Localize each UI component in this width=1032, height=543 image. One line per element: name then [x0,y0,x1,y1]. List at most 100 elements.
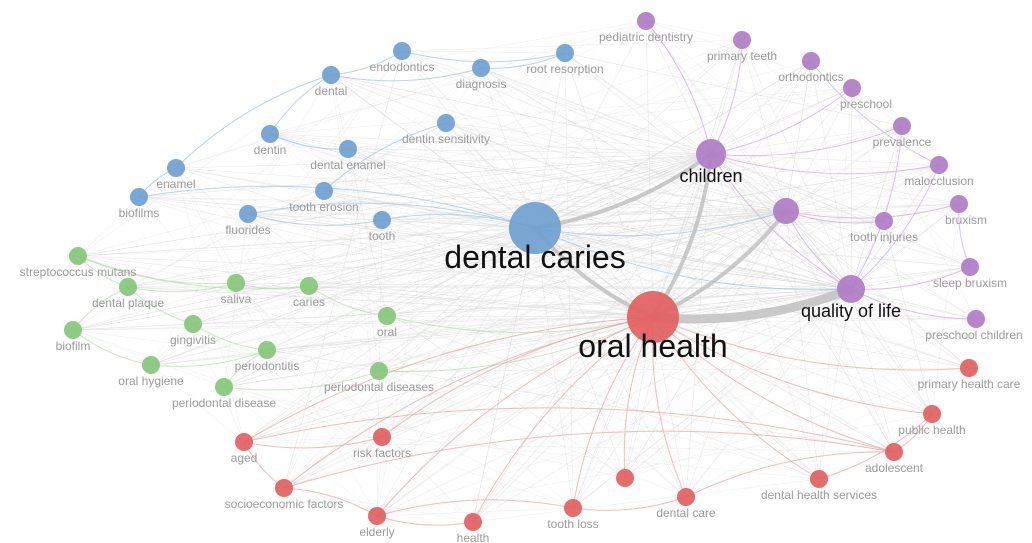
bg-edge [269,87,853,135]
bg-edge [175,153,712,169]
node-dental[interactable] [322,66,340,84]
bg-edge [645,20,712,155]
bg-edge [72,329,380,372]
bg-edge [150,39,743,366]
node-root-resorption[interactable] [556,44,574,62]
bg-edge [785,210,820,480]
label-preschool: preschool [840,97,892,111]
node-dental-caries[interactable] [509,202,561,254]
node-caries[interactable] [300,277,318,295]
node-dental-plaque[interactable] [119,278,137,296]
node-tooth-injuries[interactable] [875,212,893,230]
node-primary-teeth[interactable] [733,31,751,49]
node-saliva[interactable] [227,274,245,292]
edge-orthodontics-malocclusion [810,60,940,166]
bg-edge [381,153,712,221]
bg-edge [741,39,852,290]
node-risk-factors[interactable] [373,428,391,446]
node-tooth[interactable] [373,211,391,229]
node-children[interactable] [696,139,726,169]
label-tooth: tooth [369,229,396,243]
node-periodontal-diseases[interactable] [370,362,388,380]
node-orthodontics[interactable] [802,52,820,70]
node-pediatric-dentistry[interactable] [637,12,655,30]
node-gingivitis[interactable] [184,315,202,333]
bg-edge [243,436,383,443]
node-quality-of-life[interactable] [837,275,865,303]
node-diagnosis[interactable] [472,59,490,77]
bg-edge [472,153,712,523]
edge-quality-of-life-malocclusion [850,164,940,290]
node-fluorides[interactable] [239,205,257,223]
edge-children-preschool [710,87,853,155]
node-dental-health-services[interactable] [810,470,828,488]
bg-edge [652,266,971,318]
bg-edge [127,20,647,288]
node-elderly[interactable] [368,507,386,525]
bg-edge [72,210,787,331]
edge-dental-diagnosis [330,67,482,82]
bg-edge [710,153,960,205]
bg-edge [175,167,378,517]
bg-edge [72,153,712,331]
bg-edge [283,288,852,489]
node-sleep-bruxism[interactable] [961,258,979,276]
label-dental-enamel: dental enamel [310,158,385,172]
node-tooth-loss[interactable] [564,499,582,517]
node-oral[interactable] [378,307,396,325]
bg-edge [235,282,852,290]
node-streptococcus-mutans[interactable] [69,247,87,265]
node-endodontics[interactable] [393,42,411,60]
bg-edge [283,219,383,489]
node-preschool-children[interactable] [967,310,985,328]
edge-adolescent-aged [243,407,895,453]
label-primary-health-care: primary health care [918,377,1021,391]
label-endodontics: endodontics [370,60,435,74]
node-bruxism[interactable] [950,195,968,213]
node-unlabeled-purple[interactable] [773,198,799,224]
node-health[interactable] [464,513,482,531]
node-dental-care[interactable] [677,488,695,506]
node-biofilms[interactable] [130,188,148,206]
node-aged[interactable] [235,433,253,451]
node-dentin[interactable] [261,125,279,143]
label-oral: oral [377,325,397,339]
node-dental-enamel[interactable] [339,140,357,158]
edge-adolescent-dental-care [685,451,895,498]
node-oral-health[interactable] [627,291,679,343]
node-public-health[interactable] [923,405,941,423]
label-risk-factors: risk factors [353,446,411,460]
bg-edge [785,210,895,453]
node-oral-hygiene[interactable] [142,356,160,374]
node-prevalence[interactable] [893,117,911,135]
labels: dental caries oral health children quality … [20,30,1023,543]
bg-edge [376,318,977,517]
bg-edge [480,67,787,212]
bg-edge [818,288,852,480]
bg-edge [127,227,536,288]
bg-edge [785,203,960,212]
node-adolescent[interactable] [885,443,903,461]
node-malocclusion[interactable] [930,156,948,174]
bg-edge [376,288,852,517]
node-dentin-sensitivity[interactable] [437,114,455,132]
bg-edge [624,288,852,479]
bg-edge [534,227,574,509]
bg-edge [235,219,383,284]
label-dental-caries: dental caries [444,239,625,275]
bg-edge [785,210,933,415]
bg-edge [77,60,812,257]
edge-oral-health-adolescent [652,316,895,453]
node-enamel[interactable] [167,159,185,177]
node-socioeconomic-factors[interactable] [275,479,293,497]
node-preschool[interactable] [843,79,861,97]
bg-edge [710,125,903,155]
node-unlabeled-red[interactable] [616,469,634,487]
bg-edge [534,20,647,229]
label-tooth-erosion: tooth erosion [289,200,358,214]
node-tooth-erosion[interactable] [315,182,333,200]
node-biofilm[interactable] [64,321,82,339]
node-periodontitis[interactable] [258,341,276,359]
node-periodontal-disease[interactable] [215,378,233,396]
node-primary-health-care[interactable] [960,359,978,377]
